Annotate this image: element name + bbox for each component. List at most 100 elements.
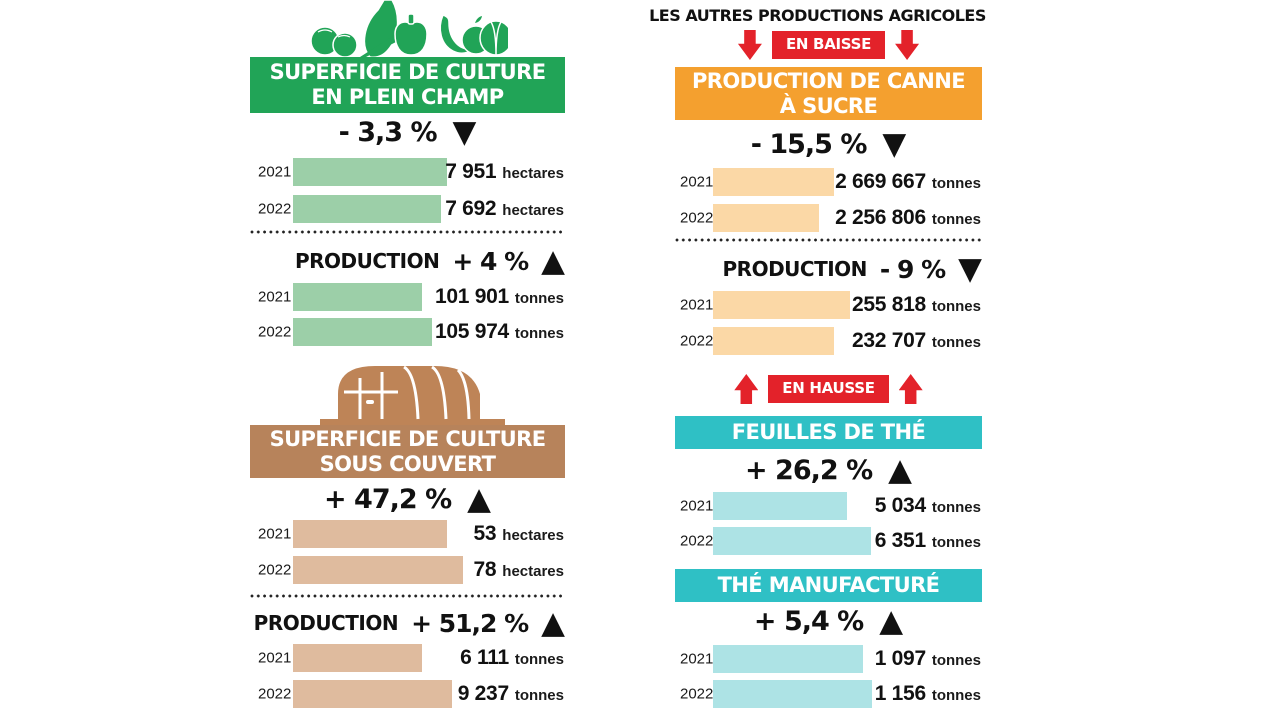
header-line: EN PLEIN CHAMP: [311, 85, 504, 109]
year-label: 2022: [680, 685, 714, 703]
value-bar: [713, 645, 863, 673]
value-number: 2 669 667: [835, 170, 926, 193]
production-line: PRODUCTION - 9 % ▼: [675, 252, 982, 286]
value-number: 6 111: [460, 646, 509, 669]
bar-row: 2021 2 669 667 tonnes: [675, 168, 982, 196]
change-percent: + 51,2 %: [411, 608, 529, 638]
value-number: 1 097: [874, 647, 926, 670]
value-unit: tonnes: [931, 499, 981, 516]
header-line: THÉ MANUFACTURÉ: [717, 573, 940, 597]
en-hausse-badge: EN HAUSSE: [768, 375, 889, 403]
value-label: 7 951 hectares: [445, 160, 564, 184]
dotted-separator: [250, 594, 565, 598]
value-bar: [713, 204, 819, 232]
value-label: 5 034 tonnes: [875, 494, 981, 518]
header-line: PRODUCTION DE CANNE: [691, 68, 966, 93]
value-number: 53: [473, 522, 497, 545]
value-label: 9 237 tonnes: [458, 682, 564, 706]
triangle-down-icon: ▼: [452, 113, 477, 150]
bar-row: 2022 232 707 tonnes: [675, 327, 982, 355]
value-label: 101 901 tonnes: [435, 285, 564, 309]
value-label: 6 111 tonnes: [460, 646, 564, 670]
right-column: LES AUTRES PRODUCTIONS AGRICOLES EN BAIS…: [649, 0, 986, 720]
value-number: 232 707: [852, 329, 926, 352]
triangle-down-icon: ▼: [958, 250, 982, 287]
year-label: 2022: [680, 532, 714, 550]
value-bar: [293, 195, 441, 223]
value-unit: tonnes: [514, 687, 564, 704]
change-percent: + 4 %: [452, 246, 529, 276]
bar-row: 2021 6 111 tonnes: [250, 644, 565, 672]
value-label: 2 669 667 tonnes: [835, 170, 981, 194]
red-arrow-up-icon: [734, 374, 759, 404]
bar-row: 2022 7 692 hectares: [250, 195, 565, 223]
value-unit: tonnes: [931, 334, 981, 351]
year-label: 2021: [680, 497, 714, 515]
change-percent: - 9 %: [879, 254, 946, 284]
value-unit: tonnes: [514, 651, 564, 668]
header-line: SOUS COUVERT: [319, 451, 496, 476]
value-unit: hectares: [502, 165, 564, 182]
section-header-sous-couvert: SUPERFICIE DE CULTURE SOUS COUVERT: [250, 425, 565, 478]
red-arrow-down-icon: [737, 30, 762, 60]
header-line: À SUCRE: [779, 93, 878, 118]
value-label: 7 692 hectares: [445, 197, 564, 221]
red-arrow-up-icon: [898, 374, 923, 404]
value-number: 78: [473, 558, 497, 581]
section-header-feuilles-the: FEUILLES DE THÉ: [675, 416, 982, 449]
year-label: 2021: [258, 163, 292, 181]
change-percent: - 15,5 %: [750, 128, 868, 160]
triangle-up-icon: ▲: [541, 242, 565, 279]
production-label: PRODUCTION: [722, 257, 868, 281]
value-unit: tonnes: [931, 687, 981, 704]
value-number: 101 901: [435, 285, 509, 308]
value-number: 5 034: [874, 494, 926, 517]
bar-row: 2021 53 hectares: [250, 520, 565, 548]
bar-row: 2022 1 156 tonnes: [675, 680, 982, 708]
production-label: PRODUCTION: [253, 611, 399, 635]
change-line: + 47,2 % ▲: [250, 481, 565, 517]
left-column: SUPERFICIE DE CULTURE EN PLEIN CHAMP - 3…: [250, 0, 565, 720]
bar-row: 2022 6 351 tonnes: [675, 527, 982, 555]
bar-row: 2021 5 034 tonnes: [675, 492, 982, 520]
year-label: 2021: [258, 649, 292, 667]
value-number: 1 156: [874, 682, 926, 705]
value-unit: hectares: [502, 202, 564, 219]
bar-row: 2022 2 256 806 tonnes: [675, 204, 982, 232]
year-label: 2022: [258, 561, 292, 579]
value-number: 2 256 806: [835, 206, 926, 229]
change-percent: + 26,2 %: [745, 454, 873, 486]
value-label: 105 974 tonnes: [435, 320, 564, 344]
value-unit: hectares: [502, 563, 564, 580]
year-label: 2022: [258, 685, 292, 703]
year-label: 2022: [258, 200, 292, 218]
bar-row: 2021 7 951 hectares: [250, 158, 565, 186]
dotted-separator: [675, 238, 982, 242]
value-bar: [713, 680, 872, 708]
header-line: SUPERFICIE DE CULTURE: [269, 60, 546, 84]
bar-row: 2021 1 097 tonnes: [675, 645, 982, 673]
header-line: SUPERFICIE DE CULTURE: [269, 426, 546, 451]
production-label: PRODUCTION: [294, 249, 440, 273]
greenhouse-icon: [320, 360, 505, 425]
section-header-the-manufacture: THÉ MANUFACTURÉ: [675, 569, 982, 602]
value-label: 53 hectares: [474, 522, 564, 546]
value-number: 6 351: [874, 529, 926, 552]
vegetables-icon: [308, 0, 513, 59]
triangle-up-icon: ▲: [879, 602, 904, 639]
value-label: 1 156 tonnes: [875, 682, 981, 706]
change-percent: + 47,2 %: [324, 483, 452, 515]
section-header-canne: PRODUCTION DE CANNE À SUCRE: [675, 67, 982, 120]
bar-row: 2021 101 901 tonnes: [250, 283, 565, 311]
bar-row: 2021 255 818 tonnes: [675, 291, 982, 319]
value-bar: [293, 680, 452, 708]
header-line: FEUILLES DE THÉ: [731, 420, 926, 444]
year-label: 2021: [680, 296, 714, 314]
value-unit: tonnes: [931, 175, 981, 192]
value-unit: tonnes: [514, 290, 564, 307]
year-label: 2021: [258, 525, 292, 543]
value-label: 6 351 tonnes: [875, 529, 981, 553]
value-bar: [713, 168, 834, 196]
value-unit: hectares: [502, 527, 564, 544]
change-percent: + 5,4 %: [753, 605, 864, 637]
